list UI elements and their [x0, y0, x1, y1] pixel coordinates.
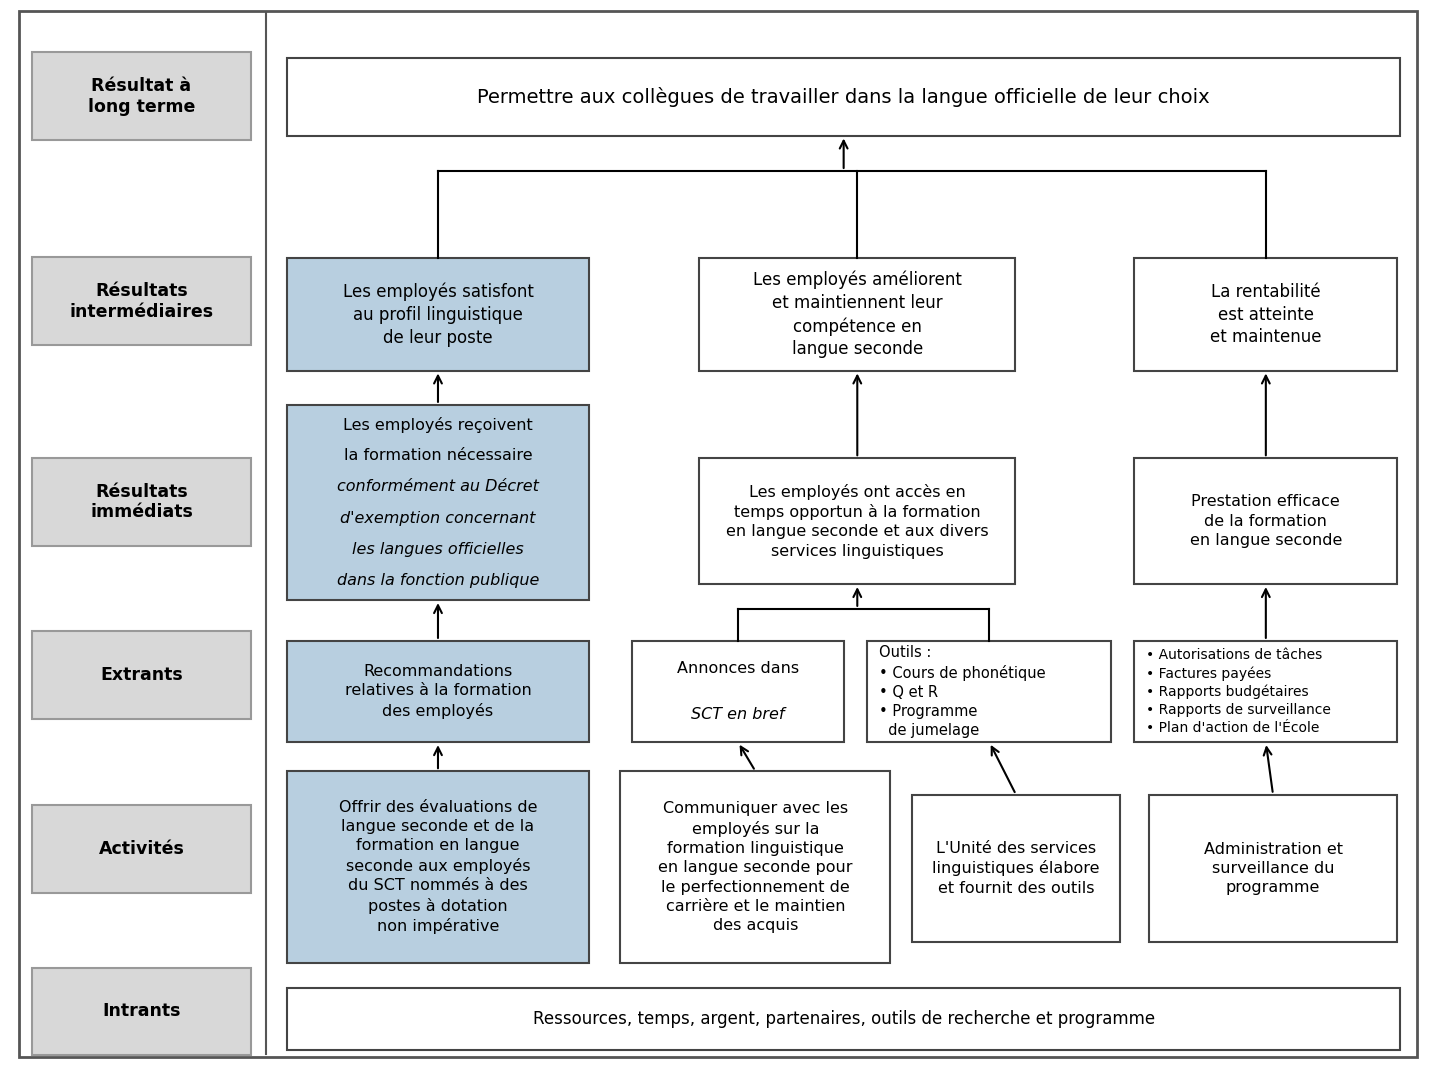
FancyBboxPatch shape [287, 641, 589, 742]
Text: Activités: Activités [99, 841, 184, 858]
Text: Permettre aux collègues de travailler dans la langue officielle de leur choix: Permettre aux collègues de travailler da… [477, 87, 1211, 107]
FancyBboxPatch shape [1149, 795, 1397, 942]
Text: Les employés ont accès en
temps opportun à la formation
en langue seconde et aux: Les employés ont accès en temps opportun… [727, 484, 988, 559]
FancyBboxPatch shape [32, 631, 251, 719]
FancyBboxPatch shape [912, 795, 1120, 942]
FancyBboxPatch shape [32, 257, 251, 345]
FancyBboxPatch shape [287, 988, 1400, 1050]
Text: SCT en bref: SCT en bref [691, 707, 785, 722]
FancyBboxPatch shape [620, 771, 890, 963]
Text: Résultat à
long terme: Résultat à long terme [88, 77, 195, 115]
Text: Communiquer avec les
employés sur la
formation linguistique
en langue seconde po: Communiquer avec les employés sur la for… [658, 801, 853, 933]
FancyBboxPatch shape [1134, 641, 1397, 742]
FancyBboxPatch shape [632, 641, 844, 742]
Text: Administration et
surveillance du
programme: Administration et surveillance du progra… [1203, 842, 1343, 895]
Text: la formation nécessaire: la formation nécessaire [343, 449, 533, 464]
Text: Résultats
intermédiaires: Résultats intermédiaires [69, 282, 214, 320]
Text: les langues officielles: les langues officielles [352, 541, 524, 556]
FancyBboxPatch shape [287, 258, 589, 371]
Text: Outils :
• Cours de phonétique
• Q et R
• Programme
  de jumelage: Outils : • Cours de phonétique • Q et R … [879, 645, 1045, 738]
Text: Les employés améliorent
et maintiennent leur
compétence en
langue seconde: Les employés améliorent et maintiennent … [752, 270, 962, 359]
Text: Offrir des évaluations de
langue seconde et de la
formation en langue
seconde au: Offrir des évaluations de langue seconde… [339, 800, 537, 934]
FancyBboxPatch shape [287, 58, 1400, 136]
Text: Annonces dans: Annonces dans [676, 661, 800, 676]
Text: Intrants: Intrants [102, 1003, 181, 1020]
Text: conformément au ​Décret: conformément au ​Décret [337, 480, 538, 494]
FancyBboxPatch shape [699, 258, 1015, 371]
Text: Ressources, temps, argent, partenaires, outils de recherche et programme: Ressources, temps, argent, partenaires, … [533, 1010, 1155, 1027]
Text: Les employés reçoivent: Les employés reçoivent [343, 417, 533, 433]
FancyBboxPatch shape [32, 968, 251, 1055]
Text: Recommandations
relatives à la formation
des employés: Recommandations relatives à la formation… [345, 664, 531, 719]
Text: Les employés satisfont
au profil linguistique
de leur poste: Les employés satisfont au profil linguis… [343, 282, 533, 347]
FancyBboxPatch shape [32, 52, 251, 140]
FancyBboxPatch shape [867, 641, 1111, 742]
Text: Extrants: Extrants [101, 666, 182, 684]
FancyBboxPatch shape [1134, 458, 1397, 584]
Text: • Autorisations de tâches
• Factures payées
• Rapports budgétaires
• Rapports de: • Autorisations de tâches • Factures pay… [1146, 648, 1331, 735]
FancyBboxPatch shape [32, 805, 251, 893]
FancyBboxPatch shape [699, 458, 1015, 584]
FancyBboxPatch shape [1134, 258, 1397, 371]
Text: dans la fonction publique: dans la fonction publique [337, 572, 538, 587]
FancyBboxPatch shape [32, 458, 251, 546]
Text: Prestation efficace
de la formation
en langue seconde: Prestation efficace de la formation en l… [1189, 494, 1343, 548]
Text: Résultats
immédiats: Résultats immédiats [90, 483, 192, 521]
FancyBboxPatch shape [19, 11, 1417, 1057]
Text: d'exemption concernant: d'exemption concernant [340, 511, 536, 525]
FancyBboxPatch shape [287, 771, 589, 963]
Text: L'Unité des services
linguistiques élabore
et fournit des outils: L'Unité des services linguistiques élabo… [932, 841, 1100, 896]
Text: La rentabilité
est atteinte
et maintenue: La rentabilité est atteinte et maintenue [1211, 283, 1321, 346]
FancyBboxPatch shape [287, 405, 589, 600]
